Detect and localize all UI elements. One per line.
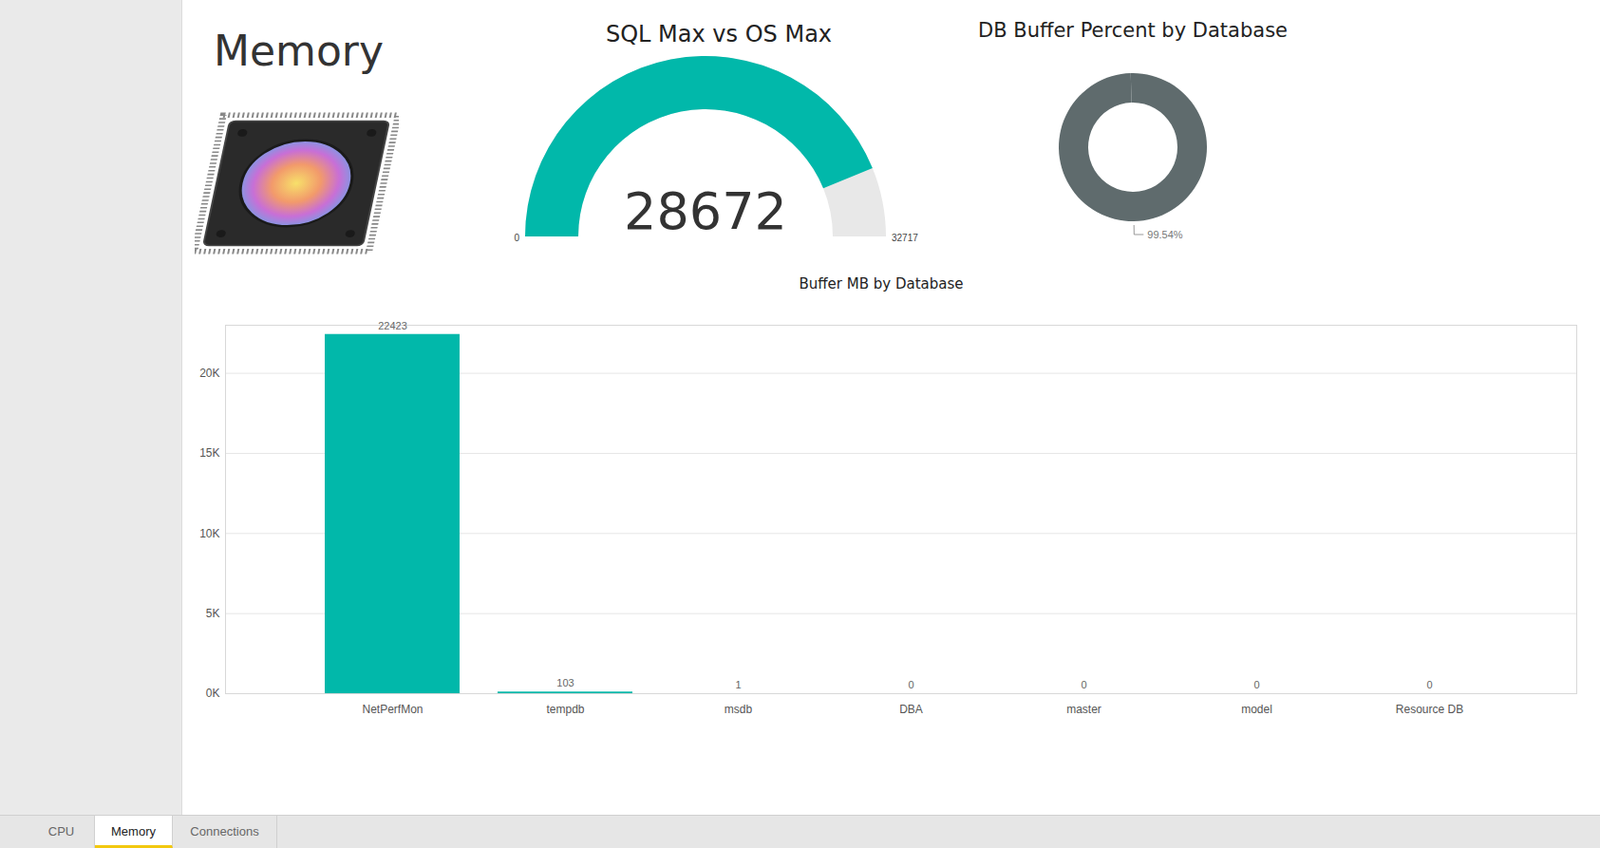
svg-text:DBA: DBA (899, 702, 923, 716)
html-text:Buffer MB by Database: Buffer MB by Database (799, 275, 964, 293)
svg-text:tempdb: tempdb (545, 702, 584, 716)
svg-text:99.54%: 99.54% (1147, 228, 1184, 241)
svg-text:master: master (1066, 702, 1102, 716)
svg-text:15K: 15K (199, 446, 220, 460)
svg-text:NetPerfMon: NetPerfMon (361, 702, 423, 716)
svg-text:10K: 10K (199, 527, 220, 541)
svg-text:0: 0 (1253, 678, 1260, 691)
svg-text:32717: 32717 (891, 232, 919, 244)
svg-text:0: 0 (513, 232, 520, 244)
svg-text:22423: 22423 (377, 320, 408, 332)
svg-text:0: 0 (1426, 678, 1432, 691)
svg-text:0: 0 (1080, 678, 1087, 691)
html-text:DB Buffer Percent by Database: DB Buffer Percent by Database (978, 18, 1288, 42)
svg-text:msdb: msdb (724, 702, 753, 716)
svg-text:0K: 0K (206, 686, 221, 700)
svg-text:Resource DB: Resource DB (1395, 702, 1464, 716)
svg-text:103: 103 (556, 677, 574, 689)
html-text:SQL Max vs OS Max: SQL Max vs OS Max (605, 20, 832, 48)
svg-text:model: model (1241, 702, 1273, 716)
svg-text:5K: 5K (206, 606, 221, 621)
svg-text:20K: 20K (199, 366, 220, 380)
html-text:Memory: Memory (213, 26, 384, 76)
html-text:Memory: Memory (111, 824, 156, 839)
svg-text:0: 0 (907, 678, 914, 691)
html-text:CPU: CPU (48, 824, 75, 839)
html-text:Connections: Connections (190, 824, 259, 839)
svg-text:28672: 28672 (623, 181, 788, 242)
svg-text:1: 1 (734, 678, 741, 691)
